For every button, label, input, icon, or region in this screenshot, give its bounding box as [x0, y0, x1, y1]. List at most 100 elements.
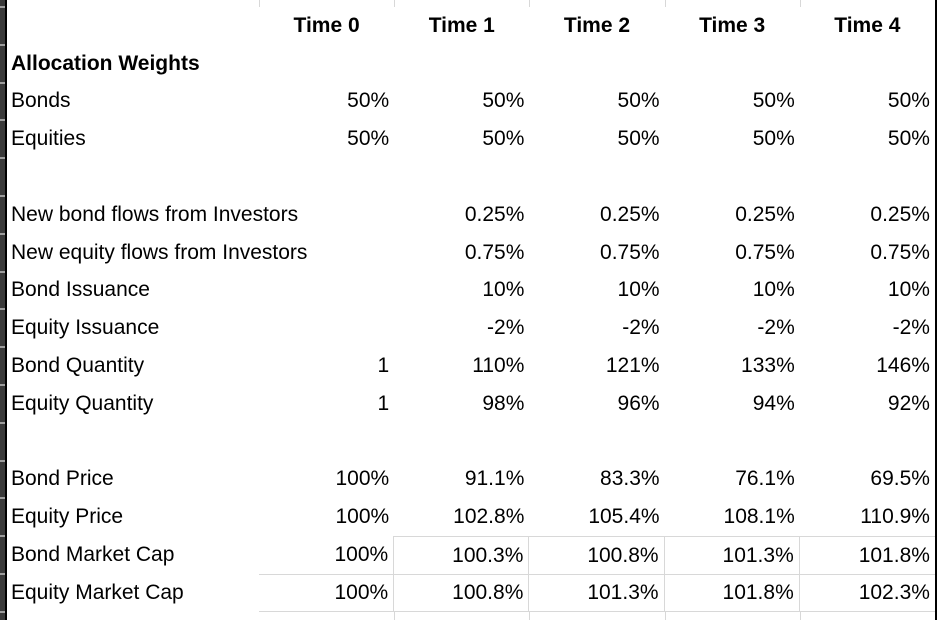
cell-bond-price-t0[interactable]: 100% — [335, 467, 390, 491]
row-label-allocation-weights[interactable]: Allocation Weights — [11, 51, 200, 75]
cell-bond-price-t1[interactable]: 91.1% — [464, 467, 525, 491]
cell-empty-t4[interactable] — [800, 423, 935, 461]
column-header-time-0[interactable]: Time 0 — [293, 13, 360, 37]
cell-new-bond-flows-from-investors-t0[interactable] — [259, 196, 394, 234]
cell-empty-t4[interactable] — [800, 158, 935, 196]
cell-new-equity-flows-from-investors-t1[interactable]: 0.75% — [464, 240, 525, 264]
cell-empty-t0[interactable] — [259, 158, 394, 196]
cell-empty-t1[interactable] — [394, 158, 529, 196]
row-label-empty[interactable] — [7, 158, 259, 196]
cell-bond-quantity-t4[interactable]: 146% — [876, 354, 930, 378]
cell-equity-issuance-t0[interactable] — [259, 309, 394, 347]
cell-bond-market-cap-t0[interactable]: 100% — [259, 536, 395, 574]
cell-empty-t3[interactable] — [665, 158, 800, 196]
cell-new-equity-flows-from-investors-t4[interactable]: 0.75% — [870, 240, 930, 264]
cell-new-bond-flows-from-investors-t1[interactable]: 0.25% — [464, 202, 525, 226]
row-label-equity-quantity[interactable]: Equity Quantity — [11, 391, 154, 415]
cell-equity-price-t0[interactable]: 100% — [335, 505, 390, 529]
row-label-new-bond-flows-from-investors[interactable]: New bond flows from Investors — [11, 202, 299, 226]
cell-equity-quantity-t4[interactable]: 92% — [887, 391, 930, 415]
cell-allocation-weights-t3[interactable] — [665, 45, 800, 83]
cell-bonds-t1[interactable]: 50% — [482, 89, 525, 113]
cell-bond-issuance-t4[interactable]: 10% — [887, 278, 930, 302]
row-boundary-tick — [0, 157, 5, 160]
cell-bond-issuance-t2[interactable]: 10% — [617, 278, 660, 302]
row-label-equity-issuance[interactable]: Equity Issuance — [11, 316, 160, 340]
cell-new-equity-flows-from-investors-t2[interactable]: 0.75% — [600, 240, 660, 264]
cell-bond-quantity-t2[interactable]: 121% — [605, 354, 660, 378]
cell-equity-market-cap-t0[interactable]: 100% — [259, 573, 395, 612]
cell-equity-issuance-t2[interactable]: -2% — [622, 316, 660, 340]
cell-equity-quantity-t3[interactable]: 94% — [752, 391, 795, 415]
cell-equity-issuance-t4[interactable]: -2% — [892, 316, 930, 340]
column-header-time-4[interactable]: Time 4 — [834, 13, 901, 37]
cell-equities-t2[interactable]: 50% — [617, 127, 660, 151]
row-boundary-tick — [0, 119, 5, 122]
cell-allocation-weights-t4[interactable] — [800, 45, 935, 83]
cell-new-bond-flows-from-investors-t4[interactable]: 0.25% — [870, 202, 930, 226]
cell-bonds-t2[interactable]: 50% — [617, 89, 660, 113]
cell-bond-market-cap-t3[interactable]: 101.3% — [664, 536, 800, 574]
row-label-equity-market-cap[interactable]: Equity Market Cap — [11, 580, 184, 604]
column-header-time-2[interactable]: Time 2 — [563, 13, 631, 37]
cell-equity-quantity-t2[interactable]: 96% — [617, 391, 660, 415]
row-label-bond-quantity[interactable]: Bond Quantity — [11, 354, 145, 378]
cell-equity-quantity-t0[interactable]: 1 — [377, 391, 390, 415]
cell-equity-issuance-t3[interactable]: -2% — [757, 316, 795, 340]
row-label-bond-price[interactable]: Bond Price — [11, 467, 114, 491]
cell-equity-issuance-t1[interactable]: -2% — [487, 316, 525, 340]
row-label-empty[interactable] — [7, 423, 259, 461]
cell-allocation-weights-t1[interactable] — [394, 45, 529, 83]
cell-header-corner[interactable] — [7, 7, 259, 45]
cell-equities-t1[interactable]: 50% — [482, 127, 525, 151]
cell-bond-quantity-t0[interactable]: 1 — [377, 354, 390, 378]
cell-bond-quantity-t1[interactable]: 110% — [472, 354, 525, 378]
cell-bond-quantity-t3[interactable]: 133% — [741, 354, 795, 378]
cell-bond-price-t2[interactable]: 83.3% — [600, 467, 660, 491]
cell-bonds-t0[interactable]: 50% — [347, 89, 390, 113]
cell-equity-market-cap-t1[interactable]: 100.8% — [394, 573, 530, 612]
cell-equity-price-t3[interactable]: 108.1% — [723, 505, 795, 529]
cell-bonds-t4[interactable]: 50% — [887, 89, 930, 113]
column-header-time-3[interactable]: Time 3 — [699, 13, 766, 37]
cell-equities-t4[interactable]: 50% — [887, 127, 930, 151]
cell-empty-t2[interactable] — [529, 158, 664, 196]
gridline-stub — [529, 0, 531, 7]
row-label-bonds[interactable]: Bonds — [11, 89, 71, 113]
row-label-equity-price[interactable]: Equity Price — [11, 505, 124, 529]
row-label-equities[interactable]: Equities — [11, 127, 86, 151]
cell-empty-t2[interactable] — [529, 423, 664, 461]
cell-equity-market-cap-t3[interactable]: 101.8% — [664, 573, 800, 612]
cell-allocation-weights-t0[interactable] — [259, 45, 394, 83]
row-label-bond-market-cap[interactable]: Bond Market Cap — [11, 543, 175, 567]
cell-equity-market-cap-t4[interactable]: 102.3% — [799, 573, 935, 612]
cell-equity-price-t2[interactable]: 105.4% — [588, 505, 660, 529]
cell-equities-t0[interactable]: 50% — [347, 127, 390, 151]
cell-bond-issuance-t3[interactable]: 10% — [752, 278, 795, 302]
cell-bond-market-cap-t2[interactable]: 100.8% — [529, 536, 665, 574]
cell-bond-price-t4[interactable]: 69.5% — [870, 467, 930, 491]
cell-empty-t3[interactable] — [665, 423, 800, 461]
cell-bonds-t3[interactable]: 50% — [752, 89, 795, 113]
cell-equity-quantity-t1[interactable]: 98% — [482, 391, 525, 415]
cell-bond-price-t3[interactable]: 76.1% — [735, 467, 795, 491]
row-label-bond-issuance[interactable]: Bond Issuance — [11, 278, 150, 302]
cell-bond-issuance-t0[interactable] — [259, 272, 394, 310]
cell-new-equity-flows-from-investors-t3[interactable]: 0.75% — [735, 240, 795, 264]
row-boundary-tick — [0, 195, 5, 197]
cell-equities-t3[interactable]: 50% — [752, 127, 795, 151]
cell-equity-market-cap-t2[interactable]: 101.3% — [529, 573, 665, 612]
row-label-new-equity-flows-from-investors[interactable]: New equity flows from Investors — [11, 240, 308, 264]
cell-bond-market-cap-t4[interactable]: 101.8% — [799, 536, 935, 574]
cell-new-bond-flows-from-investors-t3[interactable]: 0.25% — [735, 202, 795, 226]
cell-equity-price-t1[interactable]: 102.8% — [453, 505, 525, 529]
cell-equity-price-t4[interactable]: 110.9% — [860, 505, 930, 529]
cell-empty-t1[interactable] — [394, 423, 529, 461]
cell-empty-t0[interactable] — [259, 423, 394, 461]
cell-bond-market-cap-t1[interactable]: 100.3% — [394, 536, 530, 574]
cell-bond-issuance-t1[interactable]: 10% — [482, 278, 525, 302]
column-header-time-1[interactable]: Time 1 — [428, 13, 495, 37]
cell-new-bond-flows-from-investors-t2[interactable]: 0.25% — [600, 202, 660, 226]
cell-new-equity-flows-from-investors-t0[interactable] — [259, 234, 394, 272]
cell-allocation-weights-t2[interactable] — [529, 45, 664, 83]
